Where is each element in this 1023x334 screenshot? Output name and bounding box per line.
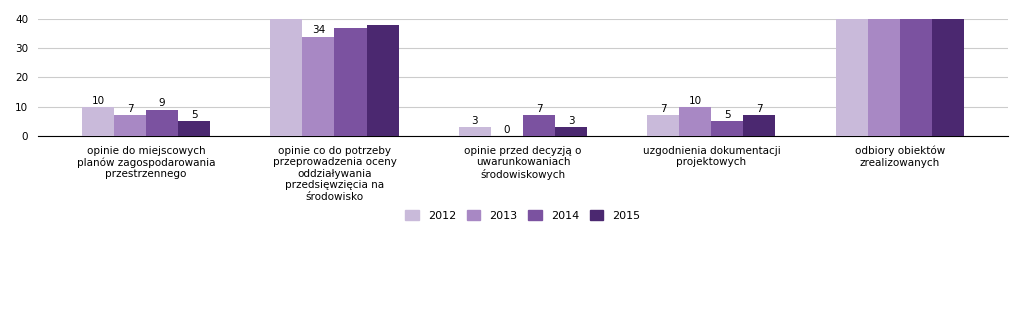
Text: 0: 0 xyxy=(503,125,510,135)
Bar xyxy=(744,116,775,136)
Bar xyxy=(146,110,178,136)
Bar xyxy=(114,116,146,136)
Bar xyxy=(679,107,711,136)
Bar xyxy=(270,13,303,136)
Bar xyxy=(178,121,210,136)
Text: 5: 5 xyxy=(724,110,730,120)
Bar xyxy=(711,121,744,136)
Bar xyxy=(366,25,399,136)
Bar xyxy=(303,36,335,136)
Text: 7: 7 xyxy=(127,104,133,114)
Text: 10: 10 xyxy=(688,96,702,106)
Text: 34: 34 xyxy=(312,25,325,35)
Bar xyxy=(836,0,868,136)
Legend: 2012, 2013, 2014, 2015: 2012, 2013, 2014, 2015 xyxy=(401,206,644,225)
Bar xyxy=(554,127,587,136)
Text: 3: 3 xyxy=(568,116,574,126)
Bar xyxy=(648,116,679,136)
Bar xyxy=(900,0,932,136)
Bar xyxy=(523,116,554,136)
Bar xyxy=(868,0,900,136)
Text: 9: 9 xyxy=(159,99,166,109)
Text: 7: 7 xyxy=(660,104,667,114)
Text: 3: 3 xyxy=(472,116,478,126)
Text: 5: 5 xyxy=(190,110,197,120)
Text: 7: 7 xyxy=(756,104,763,114)
Text: 7: 7 xyxy=(536,104,542,114)
Bar xyxy=(932,0,964,136)
Bar xyxy=(82,107,114,136)
Bar xyxy=(459,127,491,136)
Bar xyxy=(335,28,366,136)
Text: 10: 10 xyxy=(91,96,104,106)
